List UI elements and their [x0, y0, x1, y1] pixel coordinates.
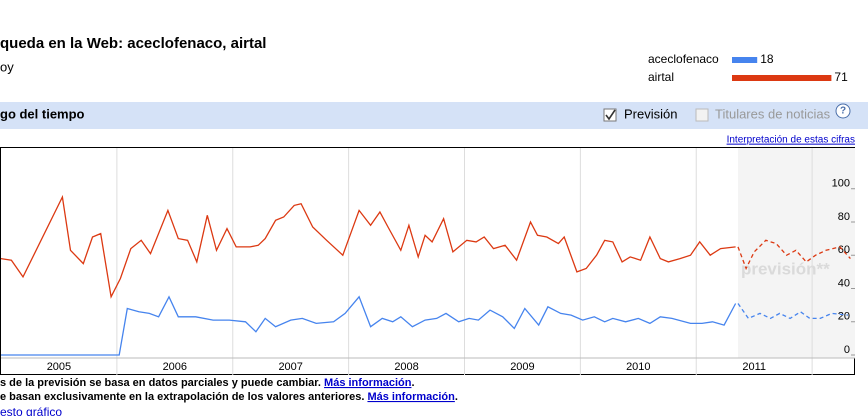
x-tick-label: 2008 [394, 361, 418, 373]
note-link[interactable]: Más información [324, 377, 412, 389]
legend-value: 18 [760, 52, 774, 66]
forecast-label[interactable]: Previsión [624, 106, 677, 121]
page-title: queda en la Web: aceclofenaco, airtal [0, 35, 266, 52]
legend-value: 71 [834, 70, 848, 84]
forecast-region [737, 148, 855, 358]
note-2: e basan exclusivamente en la extrapolaci… [0, 391, 458, 403]
note-end: . [411, 377, 414, 389]
help-icon[interactable] [835, 103, 851, 119]
x-tick-label: 2009 [510, 361, 534, 373]
chart-frame [0, 147, 855, 375]
note-end: . [455, 391, 458, 403]
help-text[interactable]: ? [840, 106, 846, 117]
x-tick-label: 2007 [278, 361, 302, 373]
page-subtitle: oy [0, 59, 14, 74]
legend-bar [732, 57, 758, 63]
y-tick-label: 80 [838, 211, 850, 223]
x-tick-label: 2005 [47, 361, 71, 373]
note-link[interactable]: Más información [367, 391, 455, 403]
chart: previsión** 0 20 40 60 80 100 2005 2006 2007 2008 2… [0, 148, 855, 375]
note-text: s de la previsión se basa en datos parci… [0, 377, 324, 389]
x-tick-label: 2006 [163, 361, 187, 373]
footer-link[interactable]: esto gráfico [0, 405, 62, 416]
legend-label: aceclofenaco [648, 52, 719, 66]
forecast-line [737, 239, 851, 271]
section-bar [0, 102, 868, 129]
news-label[interactable]: Titulares de noticias [715, 106, 831, 121]
y-tick-label: 0 [844, 344, 850, 356]
news-checkbox[interactable] [695, 108, 709, 122]
checkmark [605, 109, 616, 121]
y-tick-label: 20 [838, 311, 850, 323]
forecast-line [737, 303, 849, 320]
y-tick-label: 40 [838, 277, 850, 289]
interpret-link[interactable]: Interpretación de estas cifras [727, 135, 855, 146]
series-line [1, 295, 737, 356]
x-tick-label: 2011 [742, 361, 766, 373]
y-tick-label: 60 [838, 244, 850, 256]
x-tick-label: 2010 [626, 361, 650, 373]
section-title: go del tiempo [0, 106, 85, 121]
legend-label: airtal [648, 70, 674, 84]
legend-bar [732, 75, 832, 81]
note-1: s de la previsión se basa en datos parci… [0, 377, 415, 389]
y-tick-label: 100 [832, 178, 850, 190]
forecast-watermark: previsión** [741, 259, 830, 278]
note-text: e basan exclusivamente en la extrapolaci… [0, 391, 367, 403]
series-line [0, 194, 736, 299]
